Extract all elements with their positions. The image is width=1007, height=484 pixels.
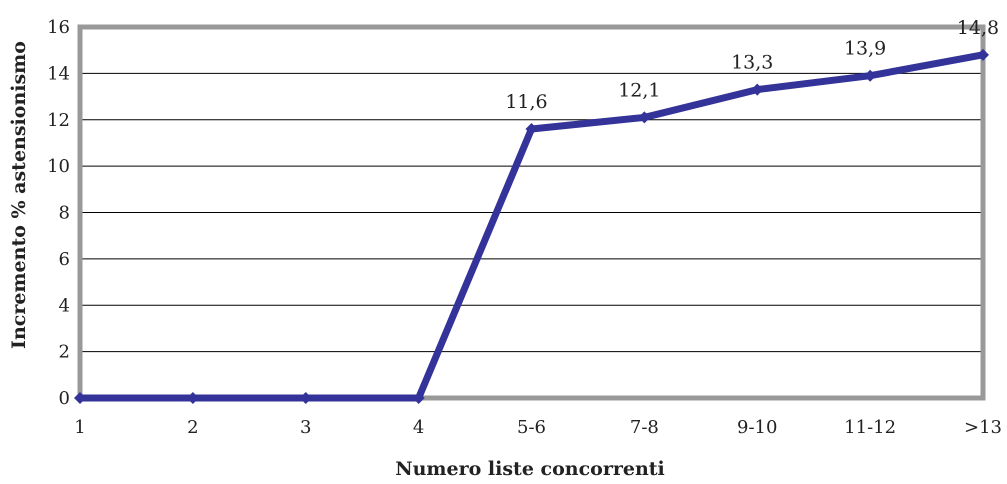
x-axis-title: Numero liste concorrenti	[395, 458, 665, 480]
series-segment	[640, 86, 761, 121]
x-tick-label: 9-10	[737, 417, 777, 438]
y-tick-label: 0	[59, 388, 70, 409]
x-tick-label: 11-12	[844, 417, 896, 438]
y-tick-label: 8	[59, 203, 70, 224]
y-tick-label: 2	[59, 342, 70, 363]
x-axis-ticks: 1 2 3 4 5-6 7-8 9-10 11-12 >13	[74, 417, 1002, 438]
y-tick-label: 12	[47, 110, 70, 131]
y-tick-label: 4	[59, 295, 70, 316]
series-segment	[753, 72, 874, 94]
data-point	[525, 123, 538, 136]
y-tick-label: 10	[47, 156, 70, 177]
x-tick-label: >13	[964, 417, 1002, 438]
series-segment	[866, 51, 987, 80]
y-tick-label: 16	[47, 17, 70, 38]
x-tick-label: 7-8	[630, 417, 659, 438]
data-point	[864, 69, 877, 82]
gridlines	[80, 72, 983, 353]
data-point	[299, 392, 312, 404]
y-axis-title: Incremento % astensionismo	[8, 41, 30, 349]
y-axis-ticks: 0 2 4 6 8 10 12 14 16	[47, 17, 70, 409]
x-tick-label: 1	[74, 417, 85, 438]
data-point	[412, 392, 425, 404]
data-point	[638, 111, 651, 124]
y-tick-label: 14	[47, 63, 70, 84]
data-label: 13,3	[731, 52, 773, 74]
series-segment	[528, 113, 648, 133]
data-label: 13,9	[844, 38, 886, 60]
series-segment	[415, 125, 535, 402]
plot-area	[77, 24, 986, 401]
data-label: 12,1	[618, 79, 660, 101]
y-tick-label: 6	[59, 249, 70, 270]
data-label: 11,6	[505, 91, 547, 113]
x-tick-label: 3	[300, 417, 311, 438]
data-labels: 11,6 12,1 13,3 13,9 14,8	[505, 17, 999, 113]
data-label: 14,8	[957, 17, 999, 39]
x-tick-label: 4	[413, 417, 424, 438]
data-point	[977, 48, 989, 61]
series-line	[74, 48, 989, 404]
x-tick-label: 5-6	[517, 417, 546, 438]
data-point	[751, 83, 764, 96]
data-point	[186, 392, 199, 404]
x-tick-label: 2	[187, 417, 198, 438]
data-point	[74, 392, 86, 404]
